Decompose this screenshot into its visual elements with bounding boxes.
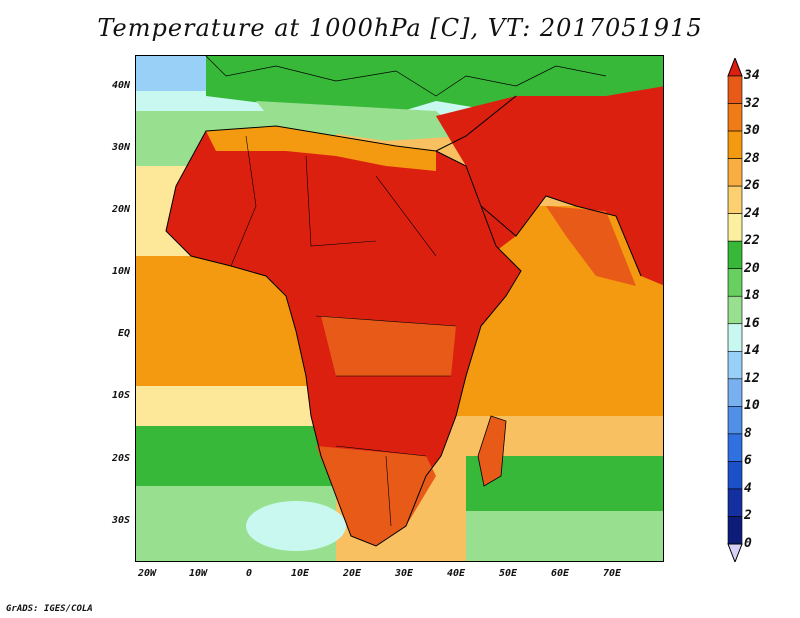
africa-coastline <box>165 125 522 547</box>
lon-label-40e: 40E <box>446 568 466 579</box>
colorbar-swatch <box>727 350 743 380</box>
grads-credit: GrADS: IGES/COLA <box>6 604 93 614</box>
lat-label-30s: 30S <box>111 515 130 526</box>
colorbar-top-arrow <box>727 58 743 77</box>
colorbar-label: 4 <box>744 480 752 496</box>
arabia-india-hot <box>436 86 663 286</box>
colorbar-swatch <box>727 185 743 214</box>
colorbar-swatch <box>727 240 743 270</box>
colorbar-swatch <box>727 295 743 325</box>
lon-label-10w: 10W <box>188 568 208 579</box>
country-borders <box>230 135 457 527</box>
colorbar-label: 24 <box>744 205 760 221</box>
colorbar-label: 16 <box>744 315 760 331</box>
lat-label-20s: 20S <box>111 453 130 464</box>
south-atlantic-cool-spot <box>246 501 346 551</box>
lat-label-40n: 40N <box>111 80 130 91</box>
colorbar-swatch <box>727 158 743 187</box>
lon-label-10e: 10E <box>290 568 310 579</box>
colorbar-swatch <box>727 406 743 435</box>
colorbar-label: 26 <box>744 178 760 194</box>
colorbar-label: 12 <box>744 370 760 386</box>
colorbar-label: 32 <box>744 95 760 111</box>
arabia-coastline <box>435 95 642 277</box>
lat-label-30n: 30N <box>111 142 130 153</box>
arabian-sea-coast <box>546 206 636 286</box>
lon-label-20e: 20E <box>342 568 362 579</box>
colorbar-swatch <box>727 213 743 242</box>
colorbar-label: 2 <box>744 508 752 524</box>
central-africa-band <box>321 316 456 376</box>
chart-title: Temperature at 1000hPa [C], VT: 20170519… <box>97 14 703 42</box>
colorbar-bottom-arrow <box>727 543 743 562</box>
lat-label-10n: 10N <box>111 266 130 277</box>
colorbar-label: 10 <box>744 398 760 414</box>
southern-africa <box>316 446 436 546</box>
lon-label-70e: 70E <box>602 568 622 579</box>
colorbar-label: 8 <box>744 425 752 441</box>
colorbar-label: 28 <box>744 150 760 166</box>
colorbar-swatch <box>727 75 743 104</box>
colorbar-label: 0 <box>744 536 752 551</box>
lat-label-eq: EQ <box>117 328 130 339</box>
colorbar-swatch <box>727 378 743 407</box>
colorbar-swatch <box>727 516 743 545</box>
south-atlantic-yellow <box>136 386 336 426</box>
north-africa-coast <box>206 126 436 171</box>
lon-label-20w: 20W <box>137 568 157 579</box>
colorbar-label: 30 <box>744 123 760 139</box>
colorbar-swatches <box>727 58 743 562</box>
colorbar-label: 34 <box>744 68 760 83</box>
colorbar-label: 18 <box>744 288 760 304</box>
temperature-map <box>136 56 663 561</box>
mediterranean <box>256 101 466 141</box>
colorbar-swatch <box>727 268 743 297</box>
colorbar-label: 14 <box>744 343 760 359</box>
lon-label-50e: 50E <box>498 568 518 579</box>
colorbar-label: 6 <box>744 453 752 469</box>
colorbar-swatch <box>727 488 743 517</box>
colorbar-swatch <box>727 103 743 132</box>
europe-coastline <box>205 56 607 97</box>
colorbar-swatch <box>727 461 743 490</box>
lat-label-10s: 10S <box>111 390 130 401</box>
lat-label-20n: 20N <box>111 204 130 215</box>
lon-label-0: 0 <box>245 568 253 579</box>
map-panel <box>135 55 664 562</box>
colorbar-label: 20 <box>744 260 760 276</box>
south-indian-light-green <box>466 511 663 561</box>
lon-label-30e: 30E <box>394 568 414 579</box>
madagascar <box>477 415 507 487</box>
colorbar-swatch <box>727 433 743 462</box>
lon-label-60e: 60E <box>550 568 570 579</box>
colorbar-swatch <box>727 323 743 352</box>
colorbar-label: 22 <box>744 233 760 249</box>
colorbar-swatch <box>727 130 743 159</box>
colorbar <box>727 58 743 562</box>
south-atlantic-green <box>136 426 336 486</box>
